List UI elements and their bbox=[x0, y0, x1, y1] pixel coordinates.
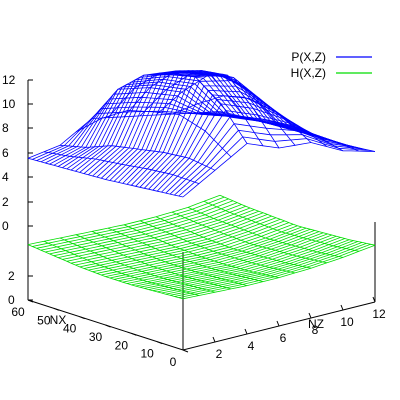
z-tick-label: 2 bbox=[2, 195, 9, 209]
legend-label: H(X,Z) bbox=[291, 66, 326, 80]
y-tick-mark bbox=[340, 304, 344, 311]
mesh-line-y bbox=[75, 109, 232, 158]
y-tick-label: 6 bbox=[280, 331, 287, 345]
y-tick-mark bbox=[244, 328, 248, 335]
mesh-line-y bbox=[187, 112, 344, 152]
y-tick-mark bbox=[308, 312, 312, 319]
x-tick-label: 30 bbox=[89, 330, 103, 344]
z-tick-label: 10 bbox=[2, 97, 16, 111]
y-tick-label: 12 bbox=[372, 307, 386, 321]
x-tick-mark bbox=[53, 307, 60, 311]
x-tick-mark bbox=[131, 332, 137, 336]
mesh-line-x bbox=[182, 142, 376, 198]
mesh-line-y bbox=[27, 244, 184, 300]
x-tick-label: 0 bbox=[170, 355, 177, 369]
z-tick-label: 6 bbox=[2, 146, 9, 160]
y-tick-label: 10 bbox=[340, 315, 354, 329]
y-axis-label: NZ bbox=[308, 317, 324, 331]
z-tick-label: 0 bbox=[8, 293, 15, 307]
mesh-line-y bbox=[155, 216, 312, 269]
x-tick-mark bbox=[156, 341, 163, 345]
x-tick-label: 40 bbox=[63, 322, 77, 336]
x-tick-label: 50 bbox=[37, 313, 51, 327]
z-tick-label: 2 bbox=[8, 269, 15, 283]
x-tick-mark bbox=[79, 316, 85, 320]
legend: P(X,Z) H(X,Z) bbox=[291, 50, 372, 80]
legend-label: P(X,Z) bbox=[291, 50, 326, 64]
x-tick-label: 10 bbox=[140, 347, 154, 361]
mesh-line-y bbox=[187, 207, 344, 258]
x-axis-label: NX bbox=[50, 313, 67, 327]
x-tick-mark bbox=[182, 349, 189, 353]
mesh-line-y bbox=[203, 200, 360, 252]
mesh-line-y bbox=[43, 151, 200, 184]
mesh-line-y bbox=[219, 111, 376, 152]
mesh-line-x bbox=[57, 84, 251, 167]
mesh-line-x bbox=[161, 110, 354, 193]
mesh-line-y bbox=[59, 144, 216, 171]
surface-0 bbox=[27, 70, 376, 198]
axis-frame bbox=[27, 80, 376, 351]
mesh-line-y bbox=[155, 74, 312, 143]
x-tick-mark bbox=[105, 324, 111, 328]
y-tick-mark bbox=[212, 336, 216, 343]
mesh-line-y bbox=[139, 72, 296, 146]
mesh-line-y bbox=[91, 231, 248, 286]
x-tick-label: 60 bbox=[11, 305, 25, 319]
mesh-line-y bbox=[27, 157, 184, 198]
mesh-line-y bbox=[171, 95, 328, 147]
mesh-line-y bbox=[171, 211, 328, 264]
y-tick-label: 8 bbox=[312, 323, 319, 337]
mesh-line-y bbox=[139, 220, 296, 274]
mesh-line-y bbox=[43, 240, 200, 296]
mesh-line-y bbox=[123, 224, 280, 278]
mesh-line-y bbox=[219, 194, 376, 246]
mesh-line-x bbox=[49, 91, 242, 165]
y-tick-mark bbox=[276, 320, 280, 327]
mesh-line-x bbox=[156, 103, 350, 192]
surfaces-group bbox=[27, 70, 376, 300]
z-tick-label: 0 bbox=[2, 219, 9, 233]
x-tick-mark bbox=[27, 299, 34, 303]
y-tick-label: 4 bbox=[248, 339, 255, 353]
mesh-line-y bbox=[107, 227, 264, 282]
y-tick-mark bbox=[372, 296, 376, 303]
x-tick-label: 20 bbox=[115, 338, 129, 352]
mesh-line-y bbox=[123, 70, 280, 149]
z-tick-label: 12 bbox=[2, 73, 16, 87]
z-tick-label: 4 bbox=[2, 170, 9, 184]
z-tick-label: 8 bbox=[2, 121, 9, 135]
mesh-line-y bbox=[107, 72, 264, 147]
mesh-line-y bbox=[59, 237, 216, 293]
mesh-line-y bbox=[75, 234, 232, 290]
surface-1 bbox=[27, 194, 376, 300]
y-tick-label: 2 bbox=[216, 347, 223, 361]
